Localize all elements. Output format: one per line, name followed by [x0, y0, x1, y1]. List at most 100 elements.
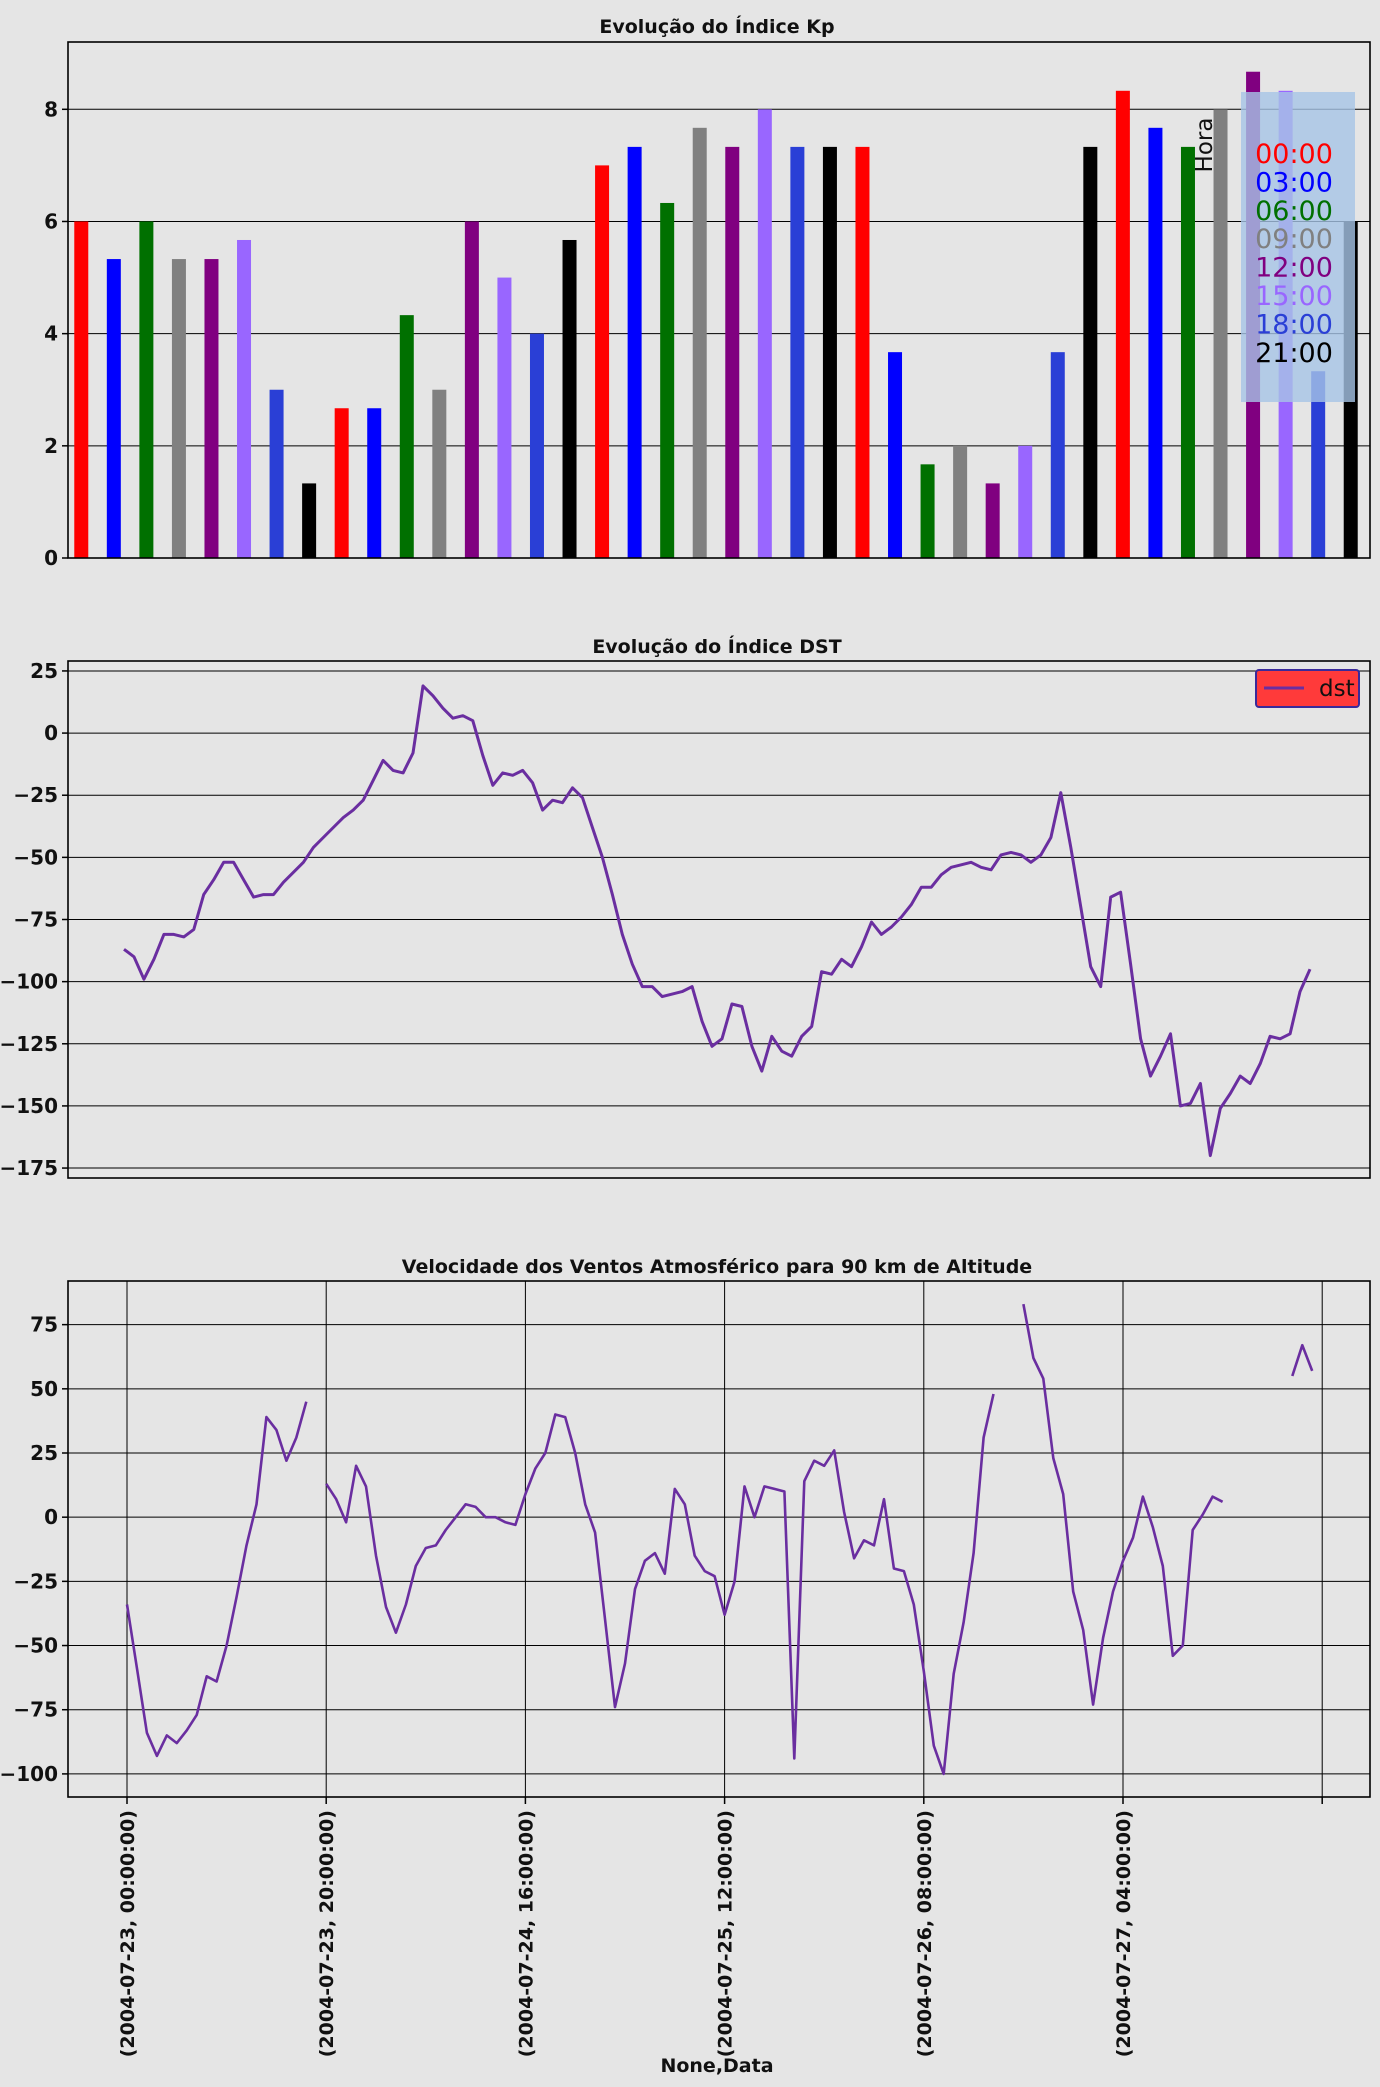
x-tick-label: (2004-07-23, 00:00:00): [117, 1810, 139, 2057]
x-tick-label: (2004-07-25, 12:00:00): [715, 1810, 737, 2057]
kp-chart: Evolução do Índice Kp 0 2 4 6 8 Hora 00:0003…: [44, 15, 1371, 570]
wind-plot-frame: [67, 1280, 1371, 1798]
kp-bar: [562, 239, 577, 559]
kp-bar: [953, 445, 968, 558]
kp-bar: [171, 259, 186, 558]
y-tick-label: −50: [13, 845, 58, 869]
kp-bar: [399, 315, 414, 558]
wind-series-line: [125, 1303, 1314, 1776]
kp-bar: [985, 483, 1000, 558]
dst-legend: dst: [1255, 669, 1360, 708]
y-tick-label: −50: [13, 1634, 58, 1658]
dst-legend-label: dst: [1319, 676, 1355, 702]
kp-legend-box: [1241, 92, 1355, 402]
y-tick-label: 0: [44, 1505, 58, 1529]
kp-bar: [725, 146, 740, 558]
kp-bar: [204, 259, 219, 558]
y-tick-label: 75: [30, 1313, 58, 1337]
kp-legend-entry: 00:00: [1255, 139, 1333, 170]
kp-bar: [1311, 371, 1326, 558]
wind-x-axis-label: None,Data: [660, 2055, 773, 2077]
y-tick-label: 6: [44, 209, 58, 233]
dst-legend-box: [1255, 669, 1360, 708]
kp-bar: [790, 146, 805, 558]
dst-plot-frame: [67, 660, 1371, 1179]
kp-bar: [1018, 445, 1033, 558]
kp-bar: [464, 221, 479, 558]
kp-bar: [497, 277, 512, 558]
y-tick-label: 0: [44, 721, 58, 745]
kp-legend-entry: 06:00: [1255, 196, 1333, 227]
kp-chart-title: Evolução do Índice Kp: [599, 15, 834, 38]
kp-bar: [237, 239, 252, 559]
y-tick-label: −75: [13, 1698, 58, 1722]
dst-y-ticks: 25 0 −25 −50 −75 −100 −125 −150 −175: [0, 659, 68, 1180]
y-tick-label: 8: [44, 97, 58, 121]
kp-bar: [595, 165, 610, 559]
y-tick-label: −25: [13, 1569, 58, 1593]
y-tick-label: 50: [30, 1377, 58, 1401]
kp-legend-entry: 15:00: [1255, 281, 1333, 312]
kp-legend-entry: 03:00: [1255, 167, 1333, 198]
kp-bar: [822, 146, 837, 558]
kp-bar: [1050, 352, 1065, 558]
y-tick-label: 2: [44, 434, 58, 458]
kp-legend-entry: 18:00: [1255, 309, 1333, 340]
kp-bar: [74, 221, 89, 558]
y-tick-label: −125: [0, 1032, 58, 1056]
kp-bar: [106, 259, 121, 558]
x-tick-label: (2004-07-24, 16:00:00): [515, 1810, 537, 2057]
dst-series-line: [123, 684, 1312, 1158]
kp-bar: [334, 408, 349, 558]
wind-y-ticks: 75 50 25 0 −25 −50 −75 −100: [0, 1313, 68, 1786]
x-tick-label: (2004-07-26, 08:00:00): [914, 1810, 936, 2057]
y-tick-label: −25: [13, 783, 58, 807]
kp-legend-title: Hora: [1192, 118, 1218, 173]
kp-bar: [1148, 127, 1163, 558]
wind-gridlines: [68, 1281, 1370, 1797]
kp-bar: [432, 389, 447, 558]
kp-legend-entry: 21:00: [1255, 338, 1333, 369]
kp-bar: [855, 146, 870, 558]
kp-legend-entry: 09:00: [1255, 224, 1333, 255]
y-tick-label: −75: [13, 908, 58, 932]
wind-chart: Velocidade dos Ventos Atmosférico para 9…: [0, 1256, 1371, 2077]
kp-bar: [888, 352, 903, 558]
kp-bar: [1083, 146, 1098, 558]
kp-bar: [139, 221, 154, 558]
kp-bar: [1115, 90, 1130, 558]
kp-bar: [529, 333, 544, 558]
kp-legend: Hora 00:0003:0006:0009:0012:0015:0018:00…: [1192, 92, 1355, 402]
wind-x-ticks: (2004-07-23, 00:00:00) (2004-07-23, 20:00…: [117, 1797, 1323, 2057]
kp-bar: [302, 483, 317, 558]
y-tick-label: 25: [30, 1441, 58, 1465]
kp-bar: [1180, 146, 1195, 558]
wind-chart-title: Velocidade dos Ventos Atmosférico para 9…: [402, 1256, 1032, 1278]
kp-legend-entry: 12:00: [1255, 253, 1333, 284]
y-tick-label: −100: [0, 1762, 58, 1786]
y-tick-label: 0: [44, 546, 58, 570]
kp-bar: [367, 408, 382, 558]
kp-y-ticks: 0 2 4 6 8: [44, 97, 68, 570]
kp-bar: [660, 202, 675, 559]
kp-bar: [1213, 109, 1228, 558]
y-tick-label: 25: [30, 659, 58, 683]
kp-bar: [627, 146, 642, 558]
kp-bar: [692, 127, 707, 558]
kp-bar: [757, 109, 772, 558]
kp-bar: [269, 389, 284, 558]
y-tick-label: −150: [0, 1094, 58, 1118]
x-tick-label: (2004-07-27, 04:00:00): [1113, 1810, 1135, 2057]
dst-gridlines: [68, 670, 1370, 1169]
x-tick-label: (2004-07-23, 20:00:00): [316, 1810, 338, 2057]
dst-chart: Evolução do Índice DST 25 0 −25 −50 −75 −100 −…: [0, 635, 1371, 1180]
y-tick-label: −100: [0, 970, 58, 994]
y-tick-label: −175: [0, 1156, 58, 1180]
kp-plot-frame: [67, 41, 1371, 559]
kp-gridlines: [68, 108, 1370, 559]
kp-bars: [74, 71, 1358, 559]
y-tick-label: 4: [44, 322, 58, 346]
dst-chart-title: Evolução do Índice DST: [592, 635, 841, 658]
